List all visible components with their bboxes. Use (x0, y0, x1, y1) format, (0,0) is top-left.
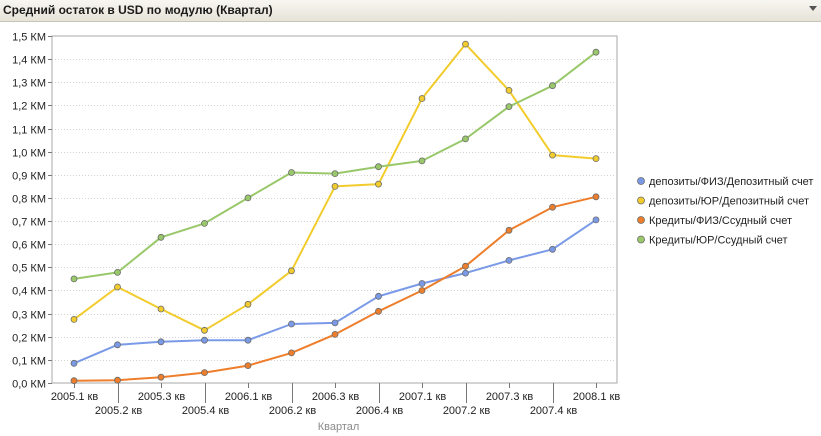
x-tick-label: 2008.1 кв (573, 391, 621, 403)
data-point (201, 336, 208, 344)
y-tick-label: 0,1 КМ (12, 356, 46, 368)
x-tick-label: 2007.3 кв (486, 391, 534, 403)
x-tick-label: 2007.2 кв (443, 405, 491, 417)
data-point (114, 341, 121, 349)
y-tick-label: 0,3 КМ (12, 310, 46, 322)
y-tick-label: 0,6 КМ (12, 240, 46, 252)
data-point (288, 169, 295, 176)
y-tick-label: 0,8 КМ (12, 194, 46, 206)
x-tick-label: 2007.4 кв (530, 405, 578, 417)
data-point (331, 319, 339, 327)
data-point (70, 377, 78, 385)
data-point (288, 320, 295, 328)
data-point (592, 216, 600, 224)
data-point (505, 87, 513, 94)
data-point (201, 326, 208, 334)
window-title: Средний остаток в USD по модулю (Квартал… (3, 3, 273, 17)
data-point (114, 376, 121, 384)
data-point (288, 349, 295, 357)
data-point (244, 336, 252, 344)
legend-entry: Кредиты/ФИЗ/Ссудный счет (649, 215, 792, 227)
series-2 (70, 193, 600, 385)
y-tick-label: 0,7 КМ (12, 217, 46, 229)
data-point (549, 203, 556, 211)
legend-marker (637, 216, 645, 224)
data-point (549, 82, 556, 90)
series-3 (70, 48, 600, 283)
plot-area (51, 35, 618, 384)
legend-marker (637, 196, 645, 205)
data-point (505, 103, 513, 110)
y-tick-label: 1,3 КМ (12, 78, 46, 90)
y-tick-label: 0,5 КМ (12, 263, 46, 275)
data-point (157, 373, 165, 381)
y-tick-label: 0,4 КМ (12, 286, 46, 298)
data-point (244, 362, 252, 370)
data-point (549, 151, 556, 159)
y-tick-label: 1,1 КМ (12, 125, 46, 137)
y-tick-label: 0,9 КМ (12, 171, 46, 183)
data-point (288, 267, 295, 275)
data-point (244, 194, 252, 202)
x-tick-label: 2007.1 кв (399, 391, 447, 403)
data-point (375, 180, 382, 188)
y-tick-label: 1,4 КМ (12, 55, 46, 67)
data-point (244, 300, 252, 308)
data-point (462, 40, 469, 48)
legend-marker (637, 177, 645, 185)
data-point (375, 163, 382, 171)
data-point (70, 275, 78, 283)
data-point (70, 359, 78, 367)
data-point (201, 369, 208, 377)
legend-marker (637, 235, 645, 244)
series-1 (70, 40, 600, 334)
data-point (114, 268, 121, 276)
legend-entry: депозиты/ФИЗ/Депозитный счет (649, 176, 813, 188)
data-point (331, 170, 339, 178)
data-point (462, 135, 469, 143)
data-point (505, 256, 513, 264)
window-titlebar: Средний остаток в USD по модулю (Квартал… (0, 0, 821, 22)
collapse-arrow-icon[interactable] (809, 6, 817, 11)
data-point (462, 269, 469, 277)
data-point (549, 245, 556, 253)
x-tick-label: 2006.3 кв (312, 391, 360, 403)
y-tick-label: 1,5 КМ (12, 32, 46, 44)
line-chart: 0,0 КМ 0,1 КМ 0,2 КМ 0,3 КМ 0,4 КМ 0,5 КМ 0,6 … (12, 32, 813, 434)
data-point (331, 330, 339, 338)
y-tick-label: 0,0 КМ (12, 379, 46, 391)
data-point (157, 305, 165, 313)
data-point (375, 307, 382, 315)
y-tick-label: 1,0 КМ (12, 148, 46, 160)
x-tick-label: 2006.1 кв (225, 391, 273, 403)
x-tick-label: 2005.3 кв (138, 391, 186, 403)
data-point (201, 219, 208, 227)
data-point (592, 48, 600, 56)
data-point (418, 157, 426, 165)
data-point (375, 292, 382, 300)
data-point (592, 155, 600, 163)
data-point (157, 338, 165, 346)
data-point (157, 233, 165, 241)
data-point (418, 280, 426, 287)
x-tick-label: 2005.2 кв (95, 405, 143, 417)
y-tick-label: 1,2 КМ (12, 101, 46, 113)
data-point (70, 315, 78, 323)
x-tick-label: 2006.2 кв (269, 405, 317, 417)
data-point (331, 182, 339, 190)
legend-entry: Кредиты/ЮР/Ссудный счет (649, 235, 788, 247)
x-axis-title: Квартал (318, 421, 360, 433)
x-tick-label: 2005.4 кв (182, 405, 230, 417)
data-point (592, 193, 600, 201)
data-point (418, 287, 426, 294)
legend-entry: депозиты/ЮР/Депозитный счет (649, 196, 809, 208)
series-0 (70, 216, 600, 367)
x-tick-label: 2006.4 кв (356, 405, 404, 417)
x-tick-label: 2005.1 кв (51, 391, 99, 403)
data-point (462, 262, 469, 270)
y-tick-label: 0,2 КМ (12, 333, 46, 345)
data-point (114, 283, 121, 291)
data-point (505, 226, 513, 234)
data-point (418, 95, 426, 102)
